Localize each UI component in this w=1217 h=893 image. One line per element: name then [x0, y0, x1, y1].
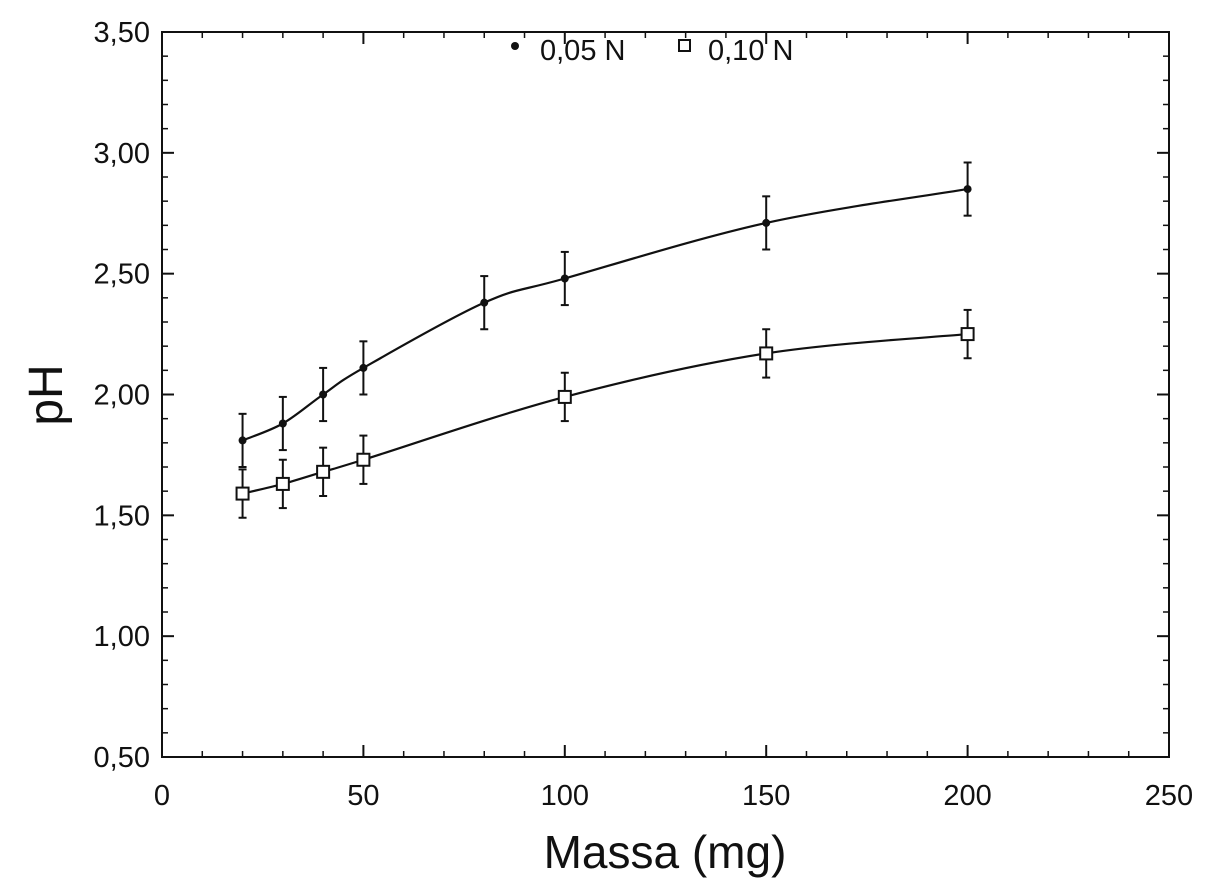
data-point-0.05N — [560, 274, 569, 283]
data-point-0.10N — [759, 346, 774, 361]
data-point-0.10N — [557, 389, 572, 404]
data-point-0.10N — [235, 486, 250, 501]
data-point-0.05N — [319, 390, 328, 399]
data-point-0.05N — [480, 298, 489, 307]
series-curves — [242, 187, 968, 495]
y-axis-title: pH — [20, 364, 73, 425]
legend-label-0.05N: 0,05 N — [540, 35, 625, 67]
minor-ticks — [162, 32, 1169, 757]
y-tick-label: 1,50 — [94, 500, 150, 532]
data-point-0.10N — [960, 327, 975, 342]
data-markers — [235, 185, 975, 501]
data-point-0.10N — [275, 476, 290, 491]
data-point-0.05N — [359, 363, 368, 372]
data-point-0.10N — [356, 452, 371, 467]
x-tick-labels: 0 50 100 150 200 250 — [154, 780, 1193, 812]
legend-label-0.10N: 0,10 N — [708, 35, 793, 67]
y-tick-labels: 0,50 1,00 1,50 2,00 2,50 3,00 3,50 — [94, 17, 150, 774]
major-ticks — [161, 31, 1170, 758]
y-tick-label: 3,00 — [94, 138, 150, 170]
data-point-0.05N — [278, 419, 287, 428]
series-line-010 — [242, 332, 968, 495]
x-tick-label: 150 — [742, 780, 790, 812]
x-tick-label: 100 — [541, 780, 589, 812]
y-tick-label: 3,50 — [94, 17, 150, 49]
x-tick-label: 50 — [347, 780, 379, 812]
plot-frame — [161, 31, 1170, 758]
legend: 0,05 N 0,10 N — [511, 35, 793, 67]
legend-marker-0.05N — [511, 42, 519, 50]
data-point-0.10N — [316, 464, 331, 479]
y-tick-label: 2,50 — [94, 259, 150, 291]
data-point-0.05N — [963, 185, 972, 194]
y-tick-label: 0,50 — [94, 742, 150, 774]
data-point-0.05N — [762, 218, 771, 227]
data-point-0.05N — [238, 436, 247, 445]
x-tick-label: 250 — [1145, 780, 1193, 812]
series-line-005 — [242, 187, 968, 442]
x-tick-label: 0 — [154, 780, 170, 812]
x-tick-label: 200 — [943, 780, 991, 812]
legend-marker-0.10N — [678, 39, 691, 52]
x-axis-title: Massa (mg) — [544, 826, 787, 878]
y-tick-label: 1,00 — [94, 621, 150, 653]
y-tick-label: 2,00 — [94, 380, 150, 412]
